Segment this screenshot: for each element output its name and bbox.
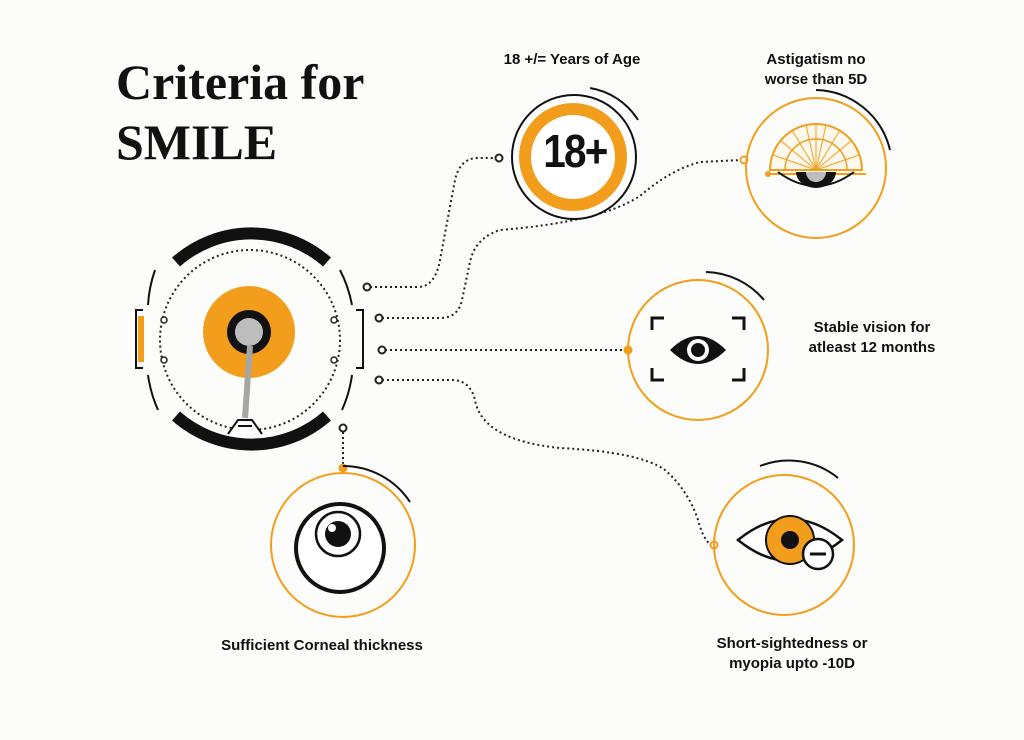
connector-age <box>370 157 496 288</box>
myopia-label-line-1: Short-sightedness or <box>716 635 868 652</box>
connector-dot <box>374 375 384 385</box>
page-title: Criteria for SMILE <box>116 52 364 172</box>
title-line-2: SMILE <box>116 114 278 170</box>
astigmatism-label-line-1: Astigatism no <box>766 51 866 68</box>
age-label: 18 +/= Years of Age <box>503 51 641 68</box>
myopia-label-line-2: myopia upto -10D <box>729 655 855 672</box>
stable-vision-label-line-1: Stable vision for <box>813 319 931 336</box>
stable-vision-label-line-2: atleast 12 months <box>808 339 936 356</box>
eye-minus-icon <box>713 459 855 616</box>
connector-dot <box>338 423 348 433</box>
title-line-1: Criteria for <box>116 54 365 110</box>
connector-astigmatism <box>382 159 743 319</box>
connector-dot <box>374 313 384 323</box>
astigmatism-label: Astigatism no worse than 5D <box>736 50 896 90</box>
connector-dot <box>362 282 372 292</box>
stable-vision-label: Stable vision for atleast 12 months <box>784 318 960 358</box>
connector-dot <box>377 345 387 355</box>
connector-dot <box>494 153 504 163</box>
eye-examination-hub-icon <box>135 227 364 451</box>
connector-myopia <box>382 379 713 546</box>
age-18-plus-icon <box>511 87 639 220</box>
astigmatism-label-line-2: worse than 5D <box>764 71 868 88</box>
age-badge-text: 18+ <box>543 125 608 177</box>
eye-focus-icon <box>627 271 769 421</box>
cornea-label: Sufficient Corneal thickness <box>221 637 423 654</box>
protractor-eye-icon <box>745 89 891 239</box>
connector-dots <box>338 153 749 550</box>
myopia-label: Short-sightedness or myopia upto -10D <box>692 634 892 674</box>
cornea-eye-icon <box>270 464 416 618</box>
connector-lines <box>342 157 743 546</box>
